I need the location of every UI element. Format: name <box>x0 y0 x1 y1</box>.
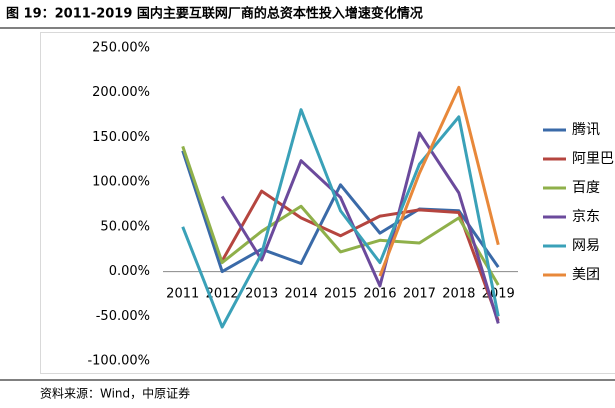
y-tick-label: 150.00% <box>92 130 150 145</box>
legend-label: 京东 <box>572 209 600 225</box>
chart-title: 图 19：2011-2019 国内主要互联网厂商的总资本性投入增速变化情况 <box>6 6 423 22</box>
y-tick-label: 100.00% <box>92 175 150 190</box>
source: 资料来源：Wind，中原证券 <box>40 386 190 401</box>
y-tick-label: -50.00% <box>96 309 150 324</box>
legend-label: 腾讯 <box>572 121 600 138</box>
legend-label: 百度 <box>572 180 600 196</box>
legend-label: 阿里巴巴 <box>572 151 615 167</box>
legend-label: 美团 <box>572 267 600 283</box>
x-tick-label: 2017 <box>403 287 436 302</box>
y-tick-label: 0.00% <box>109 264 150 279</box>
x-tick-label: 2013 <box>245 287 278 302</box>
x-tick-label: 2015 <box>324 287 357 302</box>
y-tick-label: 200.00% <box>92 85 150 100</box>
x-tick-label: 2014 <box>285 287 318 302</box>
x-tick-label: 2016 <box>363 287 396 302</box>
legend-label: 网易 <box>572 238 600 254</box>
x-tick-label: 2011 <box>166 287 199 302</box>
series-line <box>183 146 499 285</box>
y-tick-label: 50.00% <box>100 219 150 234</box>
x-tick-label: 2018 <box>442 287 475 302</box>
y-tick-label: -100.00% <box>87 354 150 369</box>
y-tick-label: 250.00% <box>92 41 150 56</box>
series-line <box>380 87 498 276</box>
